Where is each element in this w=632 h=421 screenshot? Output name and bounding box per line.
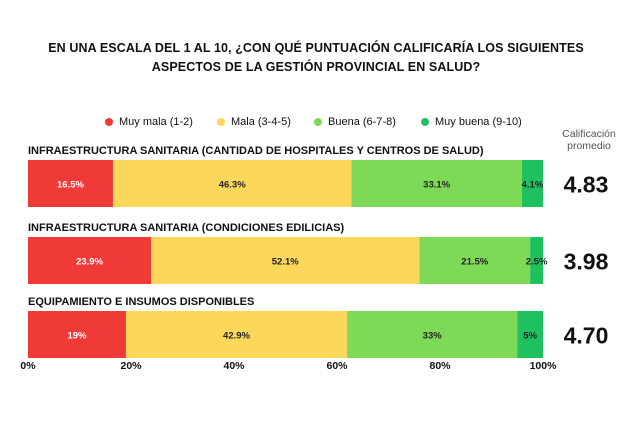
bar-value-label: 4.1% (522, 180, 544, 191)
bar-segment (517, 311, 543, 358)
legend-item-buena: Buena (6-7-8) (314, 114, 396, 130)
bar-segment (351, 160, 522, 207)
legend-swatch-mala (217, 118, 225, 126)
x-tick-label: 20% (120, 360, 142, 372)
bar-value-label: 33% (423, 331, 443, 342)
legend-label-buena: Buena (6-7-8) (328, 116, 396, 128)
bar-value-label: 23.9% (76, 257, 103, 268)
average-score: 3.98 (564, 249, 609, 275)
bar-value-label: 52.1% (272, 257, 299, 268)
bar-segment (530, 237, 543, 284)
legend: Muy mala (1-2) Mala (3-4-5) Buena (6-7-8… (0, 114, 632, 130)
bar-value-label: 46.3% (219, 180, 246, 191)
category-label: INFRAESTRUCTURA SANITARIA (CANTIDAD DE H… (28, 145, 484, 157)
chart-title: EN UNA ESCALA DEL 1 AL 10, ¿CON QUÉ PUNT… (48, 41, 584, 74)
bar-segment (347, 311, 518, 358)
bar-segment (112, 160, 352, 207)
legend-swatch-buena (314, 118, 322, 126)
bar-value-label: 21.5% (461, 257, 488, 268)
bar-segment (521, 160, 543, 207)
category-label: INFRAESTRUCTURA SANITARIA (CONDICIONES E… (28, 222, 344, 234)
x-tick-label: 0% (20, 360, 36, 372)
bar-segment (125, 311, 348, 358)
average-score: 4.70 (564, 323, 609, 349)
bar-value-label: 33.1% (423, 180, 450, 191)
average-score: 4.83 (564, 172, 609, 198)
x-tick-label: 80% (429, 360, 451, 372)
legend-swatch-muy-buena (421, 118, 429, 126)
average-column-header: Calificación promedio (562, 128, 616, 152)
bar-segment (28, 160, 113, 207)
bar-value-label: 19% (67, 331, 87, 342)
bar-segment (28, 311, 126, 358)
bar-value-label: 2.5% (526, 257, 548, 268)
legend-item-muy-mala: Muy mala (1-2) (105, 114, 193, 130)
x-tick-label: 40% (223, 360, 245, 372)
bar-value-label: 5% (523, 331, 537, 342)
x-tick-label: 100% (530, 360, 558, 372)
category-label: EQUIPAMIENTO E INSUMOS DISPONIBLES (28, 296, 254, 308)
bar-segment (419, 237, 531, 284)
legend-item-mala: Mala (3-4-5) (217, 114, 291, 130)
legend-label-muy-mala: Muy mala (1-2) (119, 116, 193, 128)
legend-swatch-muy-mala (105, 118, 113, 126)
bar-segment (28, 237, 152, 284)
x-tick-label: 60% (326, 360, 348, 372)
bar-segment (151, 237, 420, 284)
legend-item-muy-buena: Muy buena (9-10) (421, 114, 522, 130)
bar-value-label: 42.9% (223, 331, 250, 342)
legend-label-mala: Mala (3-4-5) (231, 116, 291, 128)
bar-value-label: 16.5% (57, 180, 84, 191)
legend-label-muy-buena: Muy buena (9-10) (435, 116, 522, 128)
